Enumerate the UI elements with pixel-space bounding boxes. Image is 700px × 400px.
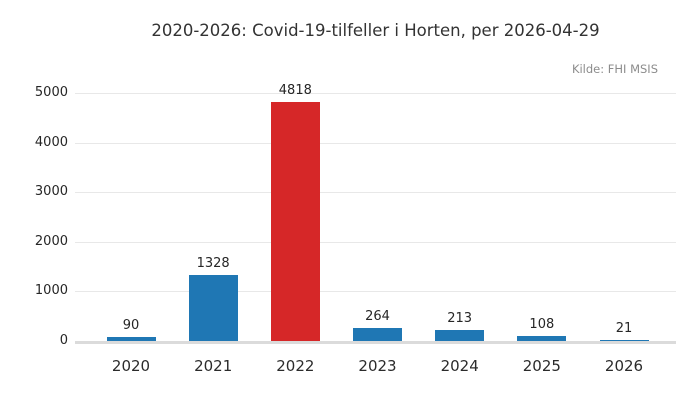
gridline bbox=[75, 291, 676, 293]
gridline bbox=[75, 93, 676, 94]
bar-value-label: 90 bbox=[122, 317, 140, 333]
x-tick-label: 2021 bbox=[194, 357, 233, 375]
bar-2023 bbox=[353, 327, 402, 341]
x-tick-label: 2022 bbox=[276, 357, 315, 375]
gridline bbox=[75, 192, 676, 194]
bar-value-label: 1328 bbox=[196, 256, 230, 272]
y-tick-label: 4000 bbox=[34, 134, 68, 150]
bar-value-label: 108 bbox=[529, 316, 555, 332]
bar-2022 bbox=[270, 102, 320, 341]
bar-2026 bbox=[599, 339, 649, 341]
y-tick-label: 1000 bbox=[34, 283, 68, 299]
source-label: Kilde: FHI MSIS bbox=[571, 62, 658, 76]
bar-value-label: 21 bbox=[615, 320, 633, 336]
y-tick-label: 3000 bbox=[34, 184, 68, 200]
y-tick-label: 0 bbox=[59, 333, 68, 348]
bar-2020 bbox=[106, 336, 156, 341]
gridline bbox=[75, 142, 676, 144]
bar-value-label: 213 bbox=[447, 311, 473, 327]
y-tick-label: 2000 bbox=[34, 233, 68, 249]
bar-2025 bbox=[517, 335, 567, 341]
y-tick-label: 5000 bbox=[34, 85, 68, 100]
chart-title: 2020-2026: Covid-19-tilfeller i Horten, … bbox=[151, 21, 600, 40]
x-tick-label: 2020 bbox=[111, 357, 151, 375]
bar-2024 bbox=[435, 330, 485, 341]
bar-value-label: 4818 bbox=[278, 83, 312, 99]
x-tick-label: 2024 bbox=[440, 357, 479, 375]
x-tick-label: 2025 bbox=[522, 357, 561, 375]
x-tick-label: 2023 bbox=[358, 357, 397, 375]
x-tick-label: 2026 bbox=[604, 357, 644, 375]
gridline bbox=[75, 241, 676, 243]
x-axis-line bbox=[75, 341, 676, 344]
bar-2021 bbox=[188, 275, 238, 341]
bar-value-label: 264 bbox=[365, 308, 390, 324]
